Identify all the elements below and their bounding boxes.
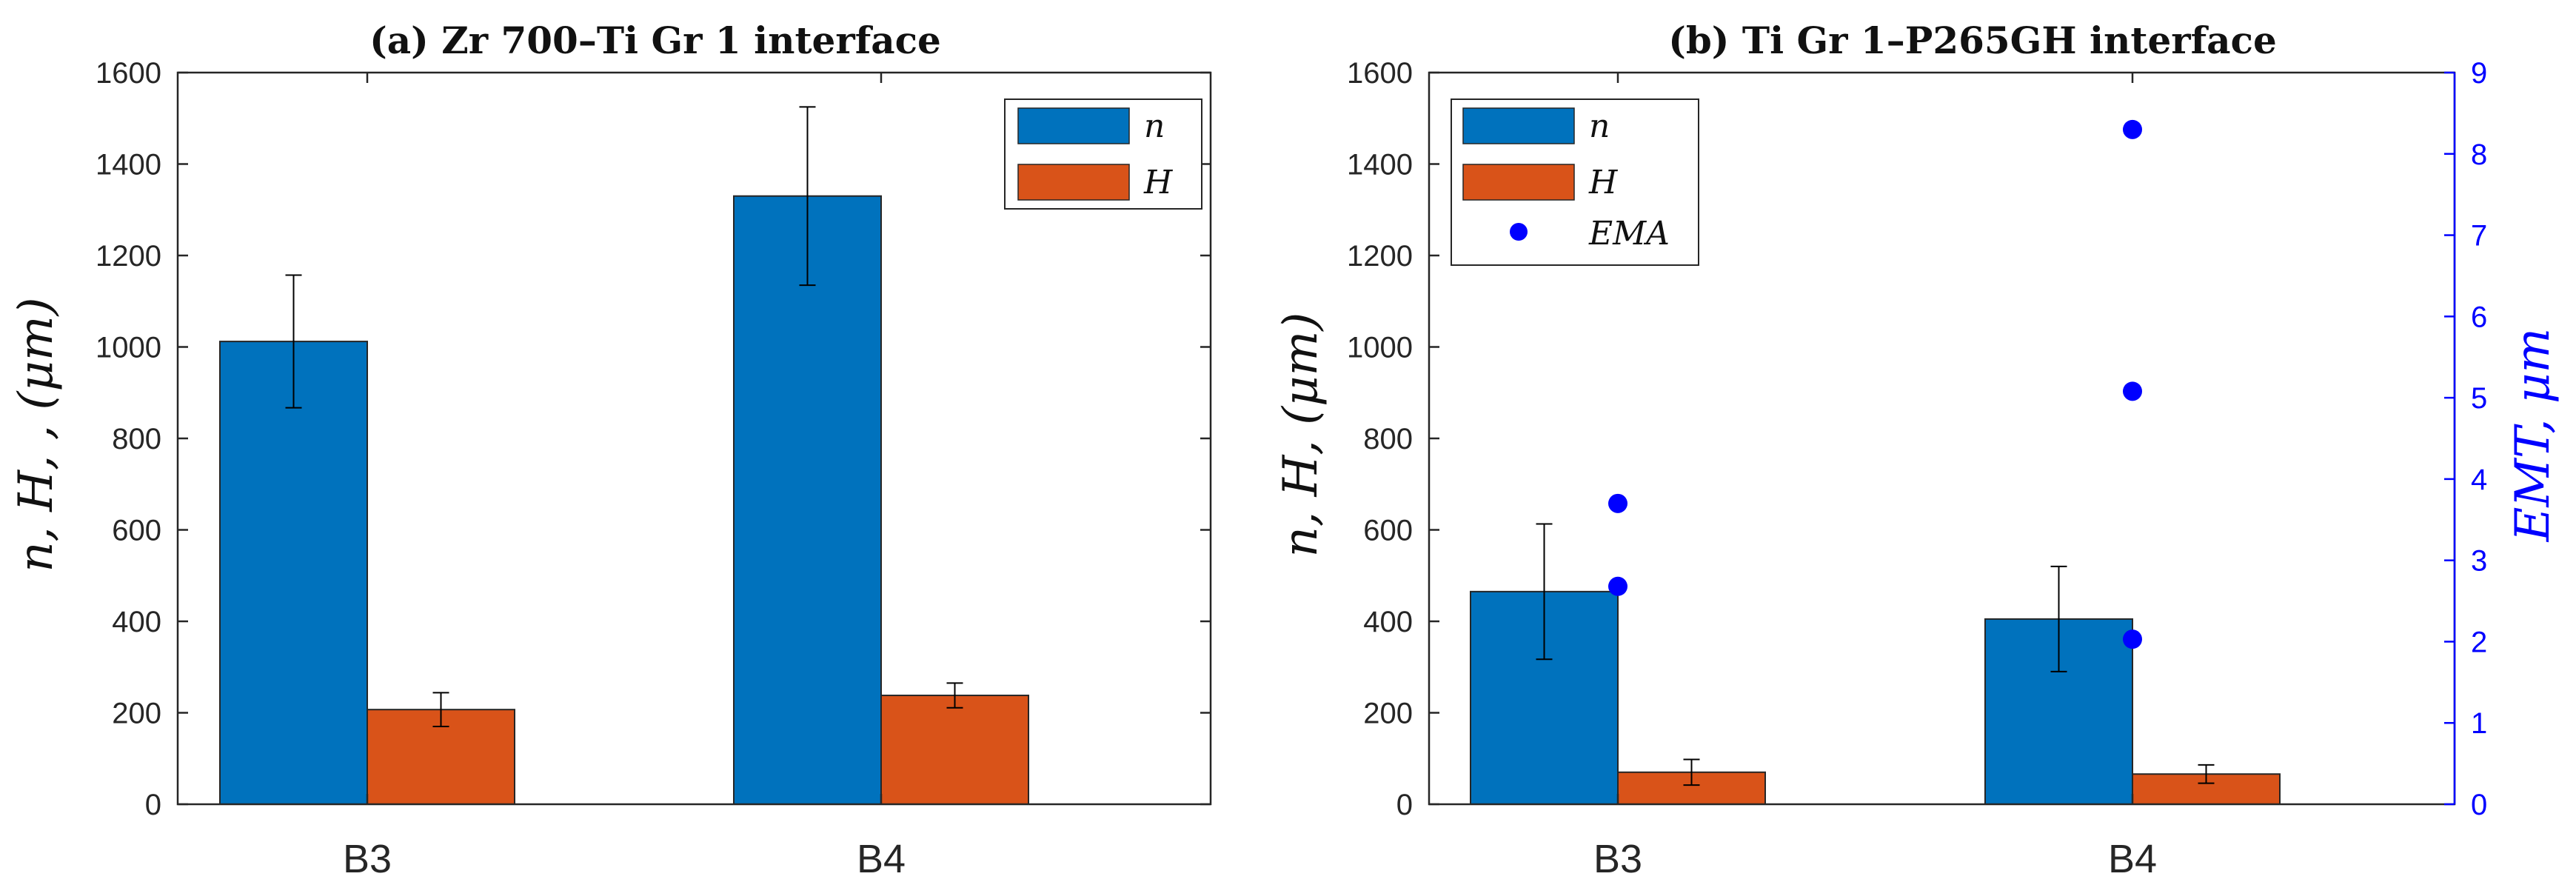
ema-point-b3-1 <box>1608 576 1627 596</box>
y-tick-label-400: 400 <box>1363 606 1413 638</box>
y-tick-label-0: 0 <box>145 789 161 821</box>
y-tick-label-1600: 1600 <box>96 57 161 90</box>
legend-marker-ema <box>1510 223 1528 241</box>
y-tick-label-400: 400 <box>112 606 161 638</box>
y-tick-label-600: 600 <box>1363 515 1413 547</box>
y2-tick-label-9: 9 <box>2471 57 2487 90</box>
y-tick-label-800: 800 <box>1363 423 1413 455</box>
error-bar-n-b3 <box>285 274 302 409</box>
panel-b-y-label: n, H, (μm) <box>1274 313 1328 558</box>
y2-tick-label-4: 4 <box>2471 464 2487 496</box>
legend-swatch-h <box>1017 164 1130 201</box>
bar-h-b4 <box>880 695 1029 805</box>
y-tick-label-1400: 1400 <box>96 149 161 181</box>
y2-tick-label-8: 8 <box>2471 138 2487 171</box>
y-tick-label-1200: 1200 <box>96 240 161 273</box>
y-tick-label-200: 200 <box>1363 698 1413 730</box>
legend-swatch-h <box>1462 164 1575 201</box>
x-tick-label-b3: B3 <box>343 837 392 881</box>
y2-tick-label-3: 3 <box>2471 545 2487 578</box>
legend-swatch-n <box>1462 107 1575 144</box>
x-tick-label-b3: B3 <box>1593 837 1642 881</box>
y2-tick-label-1: 1 <box>2471 707 2487 740</box>
y-tick-label-800: 800 <box>112 423 161 455</box>
ema-point-b4-3 <box>2123 381 2142 401</box>
y-tick-label-1600: 1600 <box>1347 57 1413 90</box>
error-bar-n-b3 <box>1536 523 1553 661</box>
error-bar-n-b4 <box>799 106 816 287</box>
error-bar-h-b3 <box>432 692 449 728</box>
y2-tick-label-7: 7 <box>2471 220 2487 253</box>
panel-b-title: (b) Ti Gr 1–P265GH interface <box>1668 19 2277 62</box>
panel-b: (b) Ti Gr 1–P265GH interface n, H, (μm) … <box>1274 19 2560 881</box>
y2-tick-label-0: 0 <box>2471 789 2487 821</box>
legend-label-h: H <box>1143 164 1174 201</box>
y2-tick-label-5: 5 <box>2471 382 2487 415</box>
ema-point-b4-2 <box>2123 119 2142 139</box>
error-bar-h-b4 <box>946 682 963 709</box>
panel-b-y2-label: EMT, μm <box>2506 328 2560 543</box>
legend-label-n: n <box>1144 107 1165 145</box>
error-bar-h-b3 <box>1683 758 1700 786</box>
y-tick-label-0: 0 <box>1396 789 1413 821</box>
y-tick-label-1000: 1000 <box>96 332 161 364</box>
x-tick-label-b4: B4 <box>857 837 906 881</box>
y-tick-label-600: 600 <box>112 515 161 547</box>
ema-point-b3-0 <box>1608 493 1627 513</box>
error-bar-n-b4 <box>2050 565 2067 672</box>
y2-tick-label-6: 6 <box>2471 301 2487 333</box>
panel-a: (a) Zr 700–Ti Gr 1 interface n, H, , (μm… <box>9 19 1212 881</box>
y-tick-label-200: 200 <box>112 698 161 730</box>
panel-a-y-label: n, H, , (μm) <box>9 297 64 572</box>
y2-tick-label-2: 2 <box>2471 626 2487 658</box>
panel-b-legend: n H EMA <box>1451 98 1699 266</box>
ema-point-b4-4 <box>2123 629 2142 649</box>
x-tick-label-b4: B4 <box>2108 837 2157 881</box>
legend-label-h: H <box>1588 164 1619 201</box>
y-tick-label-1200: 1200 <box>1347 240 1413 273</box>
bar-n-b3 <box>219 341 368 805</box>
error-bar-h-b4 <box>2198 764 2215 784</box>
legend-label-ema: EMA <box>1588 215 1670 253</box>
y-tick-label-1000: 1000 <box>1347 332 1413 364</box>
panel-a-legend: n H <box>1004 98 1202 210</box>
legend-label-n: n <box>1589 107 1610 145</box>
panel-a-title: (a) Zr 700–Ti Gr 1 interface <box>369 19 941 62</box>
legend-swatch-n <box>1017 107 1130 144</box>
bar-n-b4 <box>733 195 882 806</box>
y-tick-label-1400: 1400 <box>1347 149 1413 181</box>
